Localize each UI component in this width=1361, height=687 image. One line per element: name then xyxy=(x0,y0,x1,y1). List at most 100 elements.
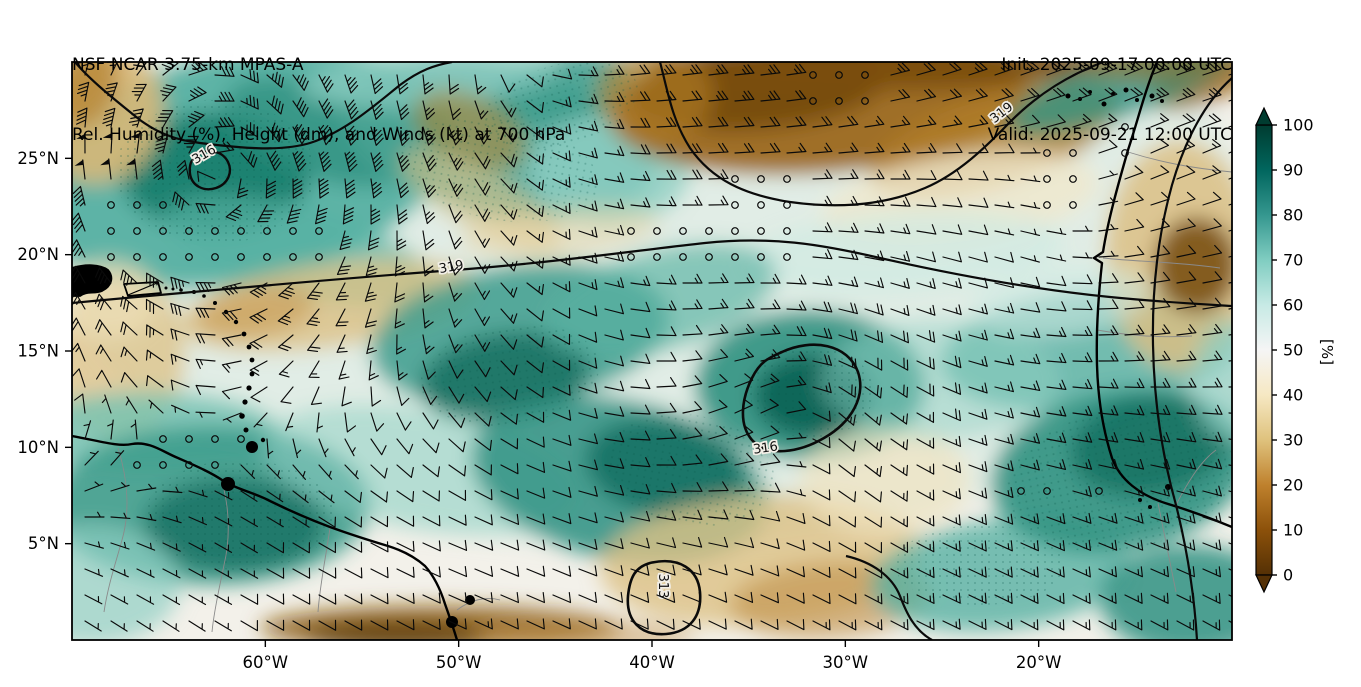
island xyxy=(239,413,245,419)
height-contour xyxy=(845,554,933,640)
colorbar-tick-label: 100 xyxy=(1283,116,1314,135)
calm-wind-circle xyxy=(861,71,869,79)
calm-wind-circle xyxy=(705,253,713,261)
calm-wind-circle xyxy=(653,253,661,261)
calm-wind-circle xyxy=(315,253,323,261)
wind-barbs xyxy=(72,62,1232,632)
calm-wind-circle xyxy=(731,253,739,261)
header-left: NSF NCAR 3.75-km MPAS-A Rel. Humidity (%… xyxy=(72,7,565,195)
calm-wind-circle xyxy=(133,253,141,261)
calm-wind-circle xyxy=(315,227,323,235)
island xyxy=(1123,87,1129,93)
height-contour xyxy=(658,62,1104,207)
country-border xyxy=(1175,449,1217,506)
calm-wind-circle xyxy=(159,461,167,469)
calm-wind-circle xyxy=(237,435,245,443)
wind-barb-pennants xyxy=(74,132,140,166)
calm-wind-circle xyxy=(757,201,765,209)
valid-time: Valid: 2025-09-21 12:00 UTC xyxy=(987,125,1232,146)
calm-wind-circle xyxy=(1043,175,1051,183)
calm-wind-circle xyxy=(185,435,193,443)
calm-wind-circle xyxy=(731,175,739,183)
calm-wind-circle xyxy=(159,253,167,261)
calm-wind-circle xyxy=(1043,149,1051,157)
colorbar-tick-label: 0 xyxy=(1283,566,1293,585)
x-tick-label: 50°W xyxy=(436,653,482,672)
calm-wind-circle xyxy=(757,175,765,183)
island xyxy=(241,331,247,337)
coastline xyxy=(127,282,158,296)
x-tick-label: 20°W xyxy=(1016,653,1062,672)
island xyxy=(249,371,255,377)
axes-layer: 25°N 20°N 15°N 10°N 5°N 60°W 50°W 40°W 30°W 20°W xyxy=(17,149,1061,672)
colorbar-tick-label: 80 xyxy=(1283,206,1303,225)
island xyxy=(1065,93,1071,99)
country-border xyxy=(211,481,229,633)
island xyxy=(233,319,239,325)
calm-wind-circle xyxy=(1043,201,1051,209)
colorbar-tick-label: 90 xyxy=(1283,161,1303,180)
calm-wind-circle xyxy=(835,71,843,79)
calm-wind-circle xyxy=(627,227,635,235)
calm-wind-circle xyxy=(289,253,297,261)
calm-wind-circle xyxy=(783,227,791,235)
calm-wind-circle xyxy=(627,253,635,261)
calm-wind-circle xyxy=(757,253,765,261)
calm-wind-circle xyxy=(211,461,219,469)
island xyxy=(246,344,252,350)
calm-wind-circle xyxy=(835,97,843,105)
calm-wind-circle xyxy=(159,201,167,209)
island xyxy=(1135,98,1139,102)
height-contour xyxy=(72,239,1232,308)
y-tick-label: 10°N xyxy=(17,438,59,457)
coastline-layer xyxy=(72,62,1232,640)
stipple-patch xyxy=(605,413,775,527)
calm-wind-circle xyxy=(211,227,219,235)
humidity-blob xyxy=(650,62,1110,90)
island xyxy=(465,595,475,605)
calm-wind-circle xyxy=(133,201,141,209)
calm-wind-circle xyxy=(1121,149,1129,157)
model-name: NSF NCAR 3.75-km MPAS-A xyxy=(72,54,304,75)
x-tick-label: 40°W xyxy=(629,653,675,672)
calm-wind-circle xyxy=(263,253,271,261)
contour-label: 313 xyxy=(655,574,670,599)
island xyxy=(202,294,206,298)
country-border xyxy=(103,447,128,613)
island xyxy=(1101,101,1107,107)
island xyxy=(246,441,258,453)
y-tick-label: 20°N xyxy=(17,245,59,264)
header-right: Init: 2025-09-17 00:00 UTC Valid: 2025-0… xyxy=(988,7,1232,195)
calm-wind-circle xyxy=(783,175,791,183)
calm-wind-circle xyxy=(1069,175,1077,183)
colorbar-tick-label: 20 xyxy=(1283,476,1303,495)
colorbar-unit-label: [%] xyxy=(1318,339,1336,365)
wind-barb-layer xyxy=(72,62,1232,632)
stipple-patch xyxy=(401,117,599,223)
island xyxy=(246,385,252,391)
y-tick-label: 15°N xyxy=(17,342,59,361)
stipple-patch xyxy=(750,346,874,438)
island xyxy=(249,357,255,363)
island xyxy=(1138,498,1142,502)
init-time: Init: 2025-09-17 00:00 UTC xyxy=(1001,54,1232,75)
island xyxy=(1165,484,1171,490)
calm-wind-circle xyxy=(185,461,193,469)
calm-wind-circle xyxy=(705,227,713,235)
x-tick-label: 30°W xyxy=(823,653,869,672)
calm-wind-circle xyxy=(159,435,167,443)
country-border xyxy=(317,527,331,613)
calm-wind-circle xyxy=(1043,487,1051,495)
calm-wind-circle xyxy=(1069,201,1077,209)
island xyxy=(243,427,249,433)
x-tick-label: 60°W xyxy=(243,653,289,672)
calm-wind-circle xyxy=(237,253,245,261)
colorbar-extend-max-arrow xyxy=(1255,106,1273,126)
calm-wind-circle xyxy=(289,227,297,235)
calm-wind-circle xyxy=(757,227,765,235)
coastline xyxy=(72,434,459,640)
calm-wind-circle xyxy=(107,253,115,261)
calm-wind-circle xyxy=(679,253,687,261)
